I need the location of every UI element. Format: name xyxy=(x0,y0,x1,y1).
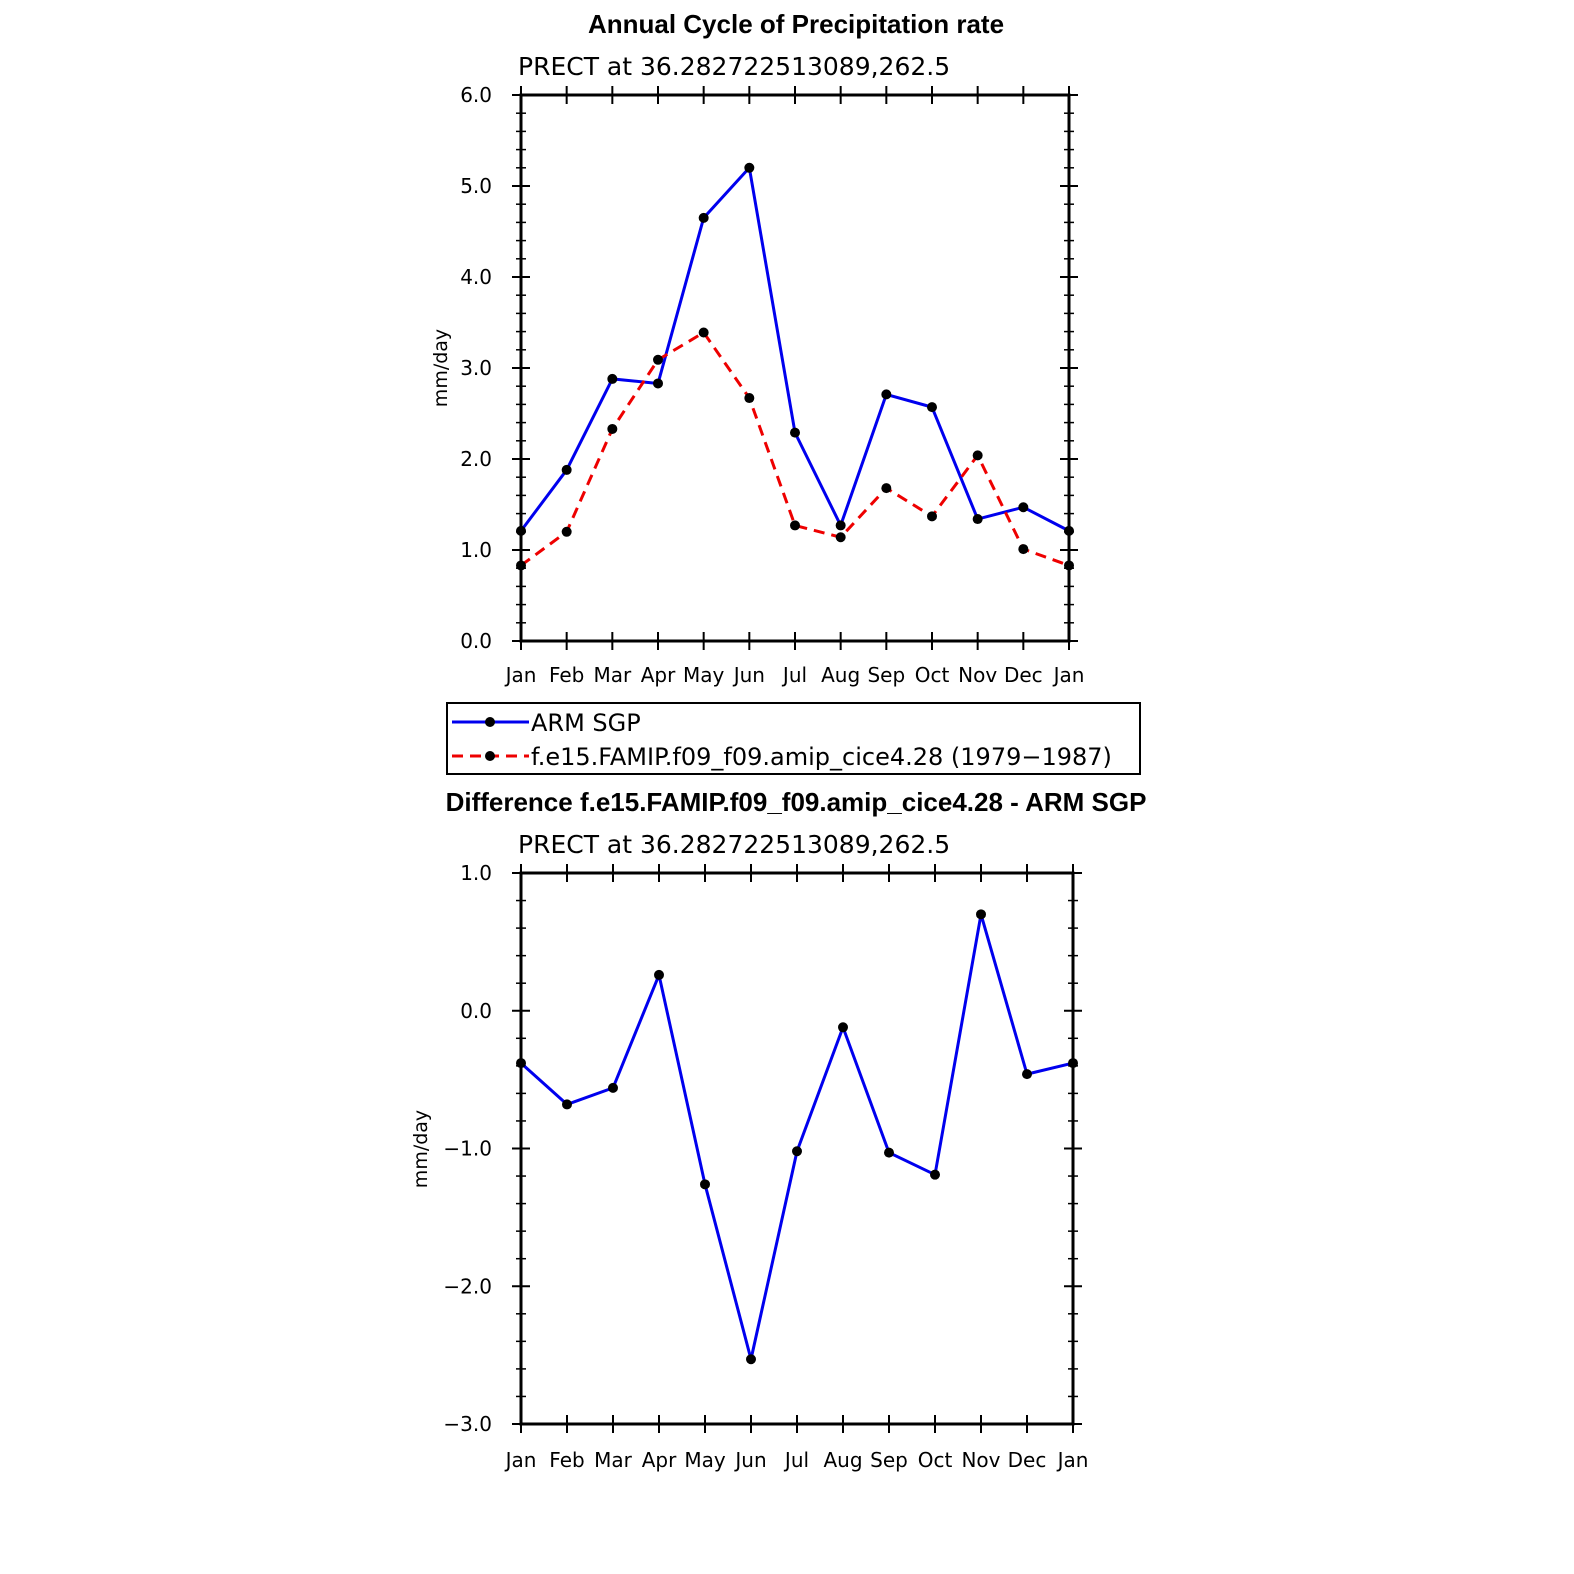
x-tick-label: Jan xyxy=(1052,663,1085,687)
x-tick-label: Mar xyxy=(593,663,632,687)
series-0-point xyxy=(1018,502,1029,513)
x-tick-label: Jan xyxy=(504,1448,537,1472)
y-axis-label: mm/day xyxy=(410,1110,432,1188)
x-tick-label: Nov xyxy=(958,663,997,687)
y-tick-label: −1.0 xyxy=(443,1137,492,1161)
y-tick-label: 4.0 xyxy=(460,265,492,289)
series-0-point xyxy=(746,1354,756,1365)
series-0-point xyxy=(976,909,986,920)
x-tick-label: Dec xyxy=(1008,1448,1047,1472)
series-0-point xyxy=(881,389,892,400)
series-1-point xyxy=(744,393,755,404)
series-0-point xyxy=(608,1082,618,1093)
y-axis-label: mm/day xyxy=(430,329,452,407)
legend-label-model: f.e15.FAMIP.f09_f09.amip_cice4.28 (1979−… xyxy=(531,743,1112,771)
series-1-point xyxy=(790,520,800,531)
y-tick-label: 0.0 xyxy=(460,629,492,653)
difference-chart: Difference f.e15.FAMIP.f09_f09.amip_cice… xyxy=(410,787,1146,1472)
x-tick-label: Apr xyxy=(641,663,676,687)
x-tick-label: Jun xyxy=(732,663,765,687)
y-tick-label: 6.0 xyxy=(460,83,492,107)
x-tick-label: May xyxy=(683,663,725,687)
series-0-point xyxy=(838,1022,848,1033)
series-0-point xyxy=(835,520,846,531)
y-tick-label: 2.0 xyxy=(460,447,492,471)
series-0-point xyxy=(653,378,663,389)
x-tick-label: Aug xyxy=(823,1448,862,1472)
y-tick-label: −2.0 xyxy=(443,1274,492,1298)
x-tick-label: Apr xyxy=(642,1448,677,1472)
x-tick-label: Jan xyxy=(1056,1448,1089,1472)
legend: ARM SGP f.e15.FAMIP.f09_f09.amip_cice4.2… xyxy=(446,702,1141,775)
series-line-0 xyxy=(519,912,1074,1361)
legend-label-arm-sgp: ARM SGP xyxy=(531,709,641,737)
y-tick-label: 1.0 xyxy=(460,861,492,885)
y-tick-label: −3.0 xyxy=(443,1412,492,1436)
series-0-point xyxy=(972,514,983,525)
plot-frame xyxy=(519,93,1071,643)
series-1-point xyxy=(835,532,846,543)
x-tick-label: Oct xyxy=(918,1448,953,1472)
series-1-point xyxy=(972,450,983,461)
series-0-point xyxy=(1022,1069,1032,1080)
legend-marker-arm-sgp xyxy=(485,717,495,727)
series-0-point xyxy=(792,1146,802,1157)
series-0-point xyxy=(930,1169,940,1180)
chart-title: Annual Cycle of Precipitation rate xyxy=(588,9,1004,39)
series-0-point xyxy=(561,464,572,475)
x-tick-label: Dec xyxy=(1004,663,1043,687)
x-tick-label: Sep xyxy=(870,1448,908,1472)
series-0-point xyxy=(927,402,937,413)
y-tick-label: 0.0 xyxy=(460,999,492,1023)
chart-subtitle: PRECT at 36.282722513089,262.5 xyxy=(518,52,950,81)
x-tick-label: Aug xyxy=(821,663,860,687)
y-tick-label: 5.0 xyxy=(460,174,492,198)
x-tick-label: Mar xyxy=(594,1448,633,1472)
series-0-point xyxy=(790,427,800,438)
series-line-1 xyxy=(520,331,1070,567)
series-1-point xyxy=(698,327,709,338)
series-0-point xyxy=(700,1179,710,1190)
x-tick-label: Sep xyxy=(867,663,905,687)
series-0-point xyxy=(698,212,709,223)
series-1-point xyxy=(927,511,937,522)
y-tick-label: 3.0 xyxy=(460,356,492,380)
series-0-point xyxy=(562,1099,572,1110)
series-0-point xyxy=(654,969,664,980)
series-line-0 xyxy=(519,166,1070,533)
y-tick-label: 1.0 xyxy=(460,538,492,562)
x-tick-label: Feb xyxy=(549,663,584,687)
precip-annual-cycle-chart: Annual Cycle of Precipitation rate PRECT… xyxy=(430,9,1084,687)
x-tick-label: Feb xyxy=(549,1448,584,1472)
x-tick-label: Jun xyxy=(733,1448,766,1472)
legend-box xyxy=(446,702,1141,775)
x-tick-label: Jan xyxy=(504,663,537,687)
series-0-point xyxy=(884,1147,894,1158)
series-1-point xyxy=(1018,544,1029,555)
series-1-point xyxy=(881,483,892,494)
chart-title: Difference f.e15.FAMIP.f09_f09.amip_cice… xyxy=(446,787,1147,817)
chart-subtitle: PRECT at 36.282722513089,262.5 xyxy=(518,830,950,859)
x-tick-label: Jul xyxy=(781,663,807,687)
x-tick-label: Jul xyxy=(783,1448,809,1472)
plot-frame xyxy=(519,871,1075,1426)
series-1-point xyxy=(561,526,572,537)
x-tick-label: Nov xyxy=(961,1448,1000,1472)
x-tick-label: Oct xyxy=(915,663,950,687)
series-0-point xyxy=(744,162,755,173)
legend-marker-model xyxy=(485,751,495,761)
x-tick-label: May xyxy=(684,1448,726,1472)
series-0-point xyxy=(607,373,618,384)
series-1-point xyxy=(607,423,618,434)
series-1-point xyxy=(653,354,663,365)
